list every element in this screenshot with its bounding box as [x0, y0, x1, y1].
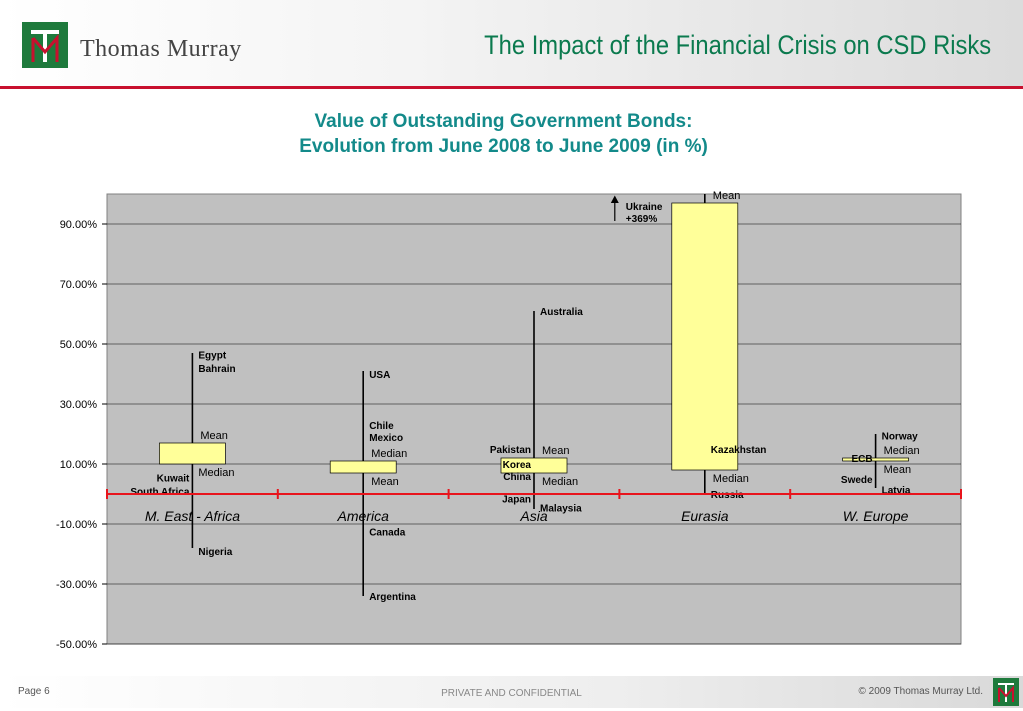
- country-label: ECB: [851, 454, 872, 465]
- region-label: W. Europe: [843, 508, 909, 524]
- country-label: Russia: [711, 490, 744, 501]
- country-label: Kazakhstan: [711, 445, 767, 456]
- country-label: Kuwait: [157, 474, 190, 485]
- y-tick-label: 30.00%: [60, 399, 98, 411]
- country-label: Malaysia: [540, 504, 582, 515]
- header-bar: [0, 0, 1023, 86]
- footer-bar: [0, 676, 1023, 708]
- annotation-label: Ukraine: [626, 202, 663, 213]
- mean-label: Mean: [542, 445, 570, 457]
- country-label: Bahrain: [198, 364, 235, 375]
- country-label: Argentina: [369, 592, 416, 603]
- country-label: Pakistan: [490, 445, 531, 456]
- country-label: Swede: [841, 475, 873, 486]
- region-label: M. East - Africa: [145, 508, 240, 524]
- y-tick-label: -30.00%: [56, 579, 97, 591]
- country-label: Canada: [369, 528, 406, 539]
- chart-title-line2: Evolution from June 2008 to June 2009 (i…: [299, 136, 708, 157]
- logo-icon: [22, 22, 68, 68]
- y-tick-label: 70.00%: [60, 279, 98, 291]
- footer-logo-icon: [993, 678, 1019, 706]
- mean-median-box: [842, 457, 909, 462]
- median-label: Median: [371, 448, 407, 460]
- region-label: America: [337, 508, 390, 524]
- annotation-arrowhead: [610, 195, 619, 203]
- country-label: Egypt: [198, 351, 226, 362]
- y-tick-label: 50.00%: [60, 339, 98, 351]
- mean-median-box: [159, 442, 226, 465]
- y-tick-label: -10.00%: [56, 519, 97, 531]
- y-tick-label: -50.00%: [56, 639, 97, 651]
- copyright: © 2009 Thomas Murray Ltd.: [858, 686, 983, 697]
- page-number: Page 6: [18, 686, 50, 697]
- median-label: Median: [884, 445, 920, 457]
- y-tick-label: 10.00%: [60, 459, 98, 471]
- mean-median-box: [500, 457, 568, 474]
- chart-title-line1: Value of Outstanding Government Bonds:: [314, 111, 693, 132]
- slide-title: The Impact of the Financial Crisis on CS…: [483, 30, 991, 60]
- median-label: Median: [713, 473, 749, 485]
- y-tick-label: 90.00%: [60, 219, 98, 231]
- mean-label: Mean: [371, 476, 399, 488]
- country-label: Norway: [882, 432, 919, 443]
- country-label: USA: [369, 370, 390, 381]
- mean-label: Mean: [884, 464, 912, 476]
- country-label: Australia: [540, 307, 583, 318]
- mean-median-box: [329, 460, 397, 474]
- country-label: Nigeria: [198, 547, 232, 558]
- mean-label: Mean: [713, 190, 741, 202]
- median-label: Median: [542, 476, 578, 488]
- region-label: Eurasia: [681, 508, 729, 524]
- confidential-label: PRIVATE AND CONFIDENTIAL: [441, 688, 582, 699]
- brand-name: Thomas Murray: [80, 36, 242, 62]
- country-label: China: [503, 472, 531, 483]
- country-label: Mexico: [369, 433, 403, 444]
- annotation-label: +369%: [626, 214, 658, 225]
- range-chart: 90.00% 70.00% 50.00% 30.00% 10.00% -10.00% -30…: [56, 190, 962, 651]
- country-label: Latvia: [882, 486, 911, 497]
- mean-median-box: [671, 202, 739, 471]
- header-divider: [0, 86, 1023, 89]
- median-label: Median: [198, 467, 234, 479]
- mean-label: Mean: [200, 430, 228, 442]
- country-label: Korea: [503, 460, 532, 471]
- region-label: Asia: [519, 508, 547, 524]
- country-label: Japan: [502, 495, 531, 506]
- country-label: Chile: [369, 421, 394, 432]
- country-label: South Africa: [130, 487, 190, 498]
